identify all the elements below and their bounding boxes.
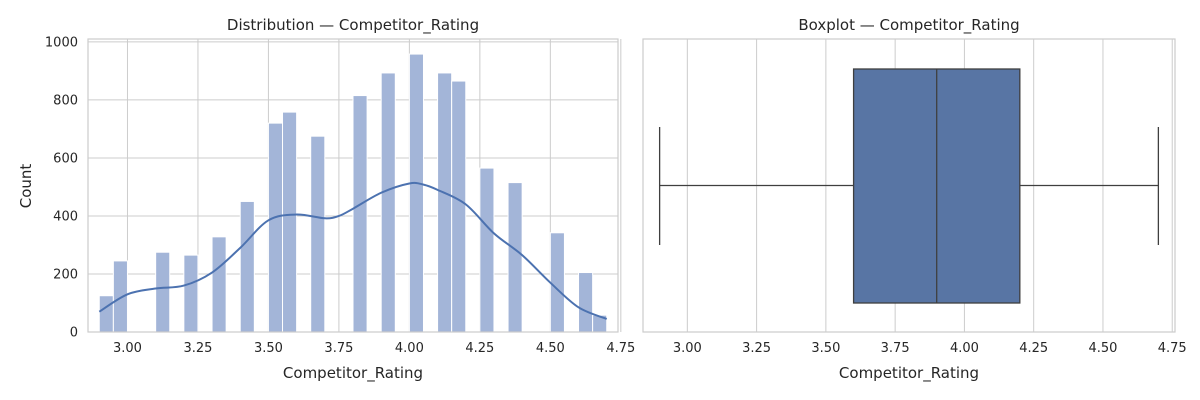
x-tick-label: 4.50: [536, 341, 565, 356]
histogram-bar: [479, 167, 495, 333]
boxplot-panel: Boxplot — Competitor_Rating 3.00 3.25 3.50…: [642, 16, 1187, 383]
histogram-bars: [98, 53, 608, 333]
x-tick-label: 3.25: [183, 341, 212, 356]
boxplot-x-ticks: 3.00 3.25 3.50 3.75 4.00 4.25 4.50 4.75: [673, 341, 1187, 356]
x-tick-label: 4.00: [395, 341, 424, 356]
histogram-panel: Distribution — Competitor_Rating 3.00 3.2…: [17, 16, 635, 383]
x-tick-label: 3.00: [673, 341, 702, 356]
x-tick-label: 4.50: [1088, 341, 1117, 356]
x-tick-label: 4.00: [950, 341, 979, 356]
histogram-bar: [267, 122, 284, 333]
x-tick-label: 3.75: [881, 341, 910, 356]
histogram-bar: [549, 232, 565, 333]
histogram-bar: [155, 251, 171, 333]
histogram-bar: [380, 72, 396, 333]
kde-line: [98, 181, 608, 320]
boxplot-frame: [642, 38, 1176, 333]
boxplot-title: Boxplot — Competitor_Rating: [798, 16, 1019, 35]
y-tick-label: 1000: [45, 35, 78, 50]
x-tick-label: 3.75: [324, 341, 353, 356]
y-tick-label: 800: [53, 93, 78, 108]
x-tick-label: 4.75: [606, 341, 635, 356]
x-tick-label: 3.50: [254, 341, 283, 356]
x-tick-label: 3.25: [742, 341, 771, 356]
y-tick-label: 200: [53, 267, 78, 282]
histogram-bar: [183, 254, 199, 333]
histogram-x-label: Competitor_Rating: [283, 364, 423, 383]
boxplot-marks: [658, 68, 1160, 304]
histogram-bar: [239, 200, 255, 333]
x-tick-label: 4.25: [465, 341, 494, 356]
histogram-y-label: Count: [17, 164, 35, 209]
histogram-bar: [282, 111, 298, 333]
x-tick-label: 4.75: [1158, 341, 1187, 356]
histogram-frame: [87, 38, 619, 333]
histogram-bar: [507, 182, 523, 333]
histogram-bar: [98, 295, 114, 333]
histogram-title: Distribution — Competitor_Rating: [227, 16, 479, 35]
x-tick-label: 3.00: [113, 341, 142, 356]
histogram-bar: [437, 72, 453, 333]
y-tick-label: 400: [53, 209, 78, 224]
x-tick-label: 4.25: [1019, 341, 1048, 356]
histogram-bar: [408, 53, 424, 333]
histogram-bar: [451, 80, 467, 333]
histogram-bar: [578, 272, 594, 333]
histogram-bar: [310, 135, 326, 333]
y-tick-label: 0: [70, 326, 78, 341]
histogram-x-ticks: 3.00 3.25 3.50 3.75 4.00 4.25 4.50 4.75: [113, 341, 635, 356]
y-tick-label: 600: [53, 151, 78, 166]
x-tick-label: 3.50: [811, 341, 840, 356]
histogram-bar: [112, 260, 128, 333]
boxplot-x-label: Competitor_Rating: [839, 364, 979, 383]
histogram-y-ticks: 0 200 400 600 800 1000: [45, 35, 78, 340]
histogram-bar: [211, 236, 227, 333]
histogram-bar: [352, 95, 368, 333]
